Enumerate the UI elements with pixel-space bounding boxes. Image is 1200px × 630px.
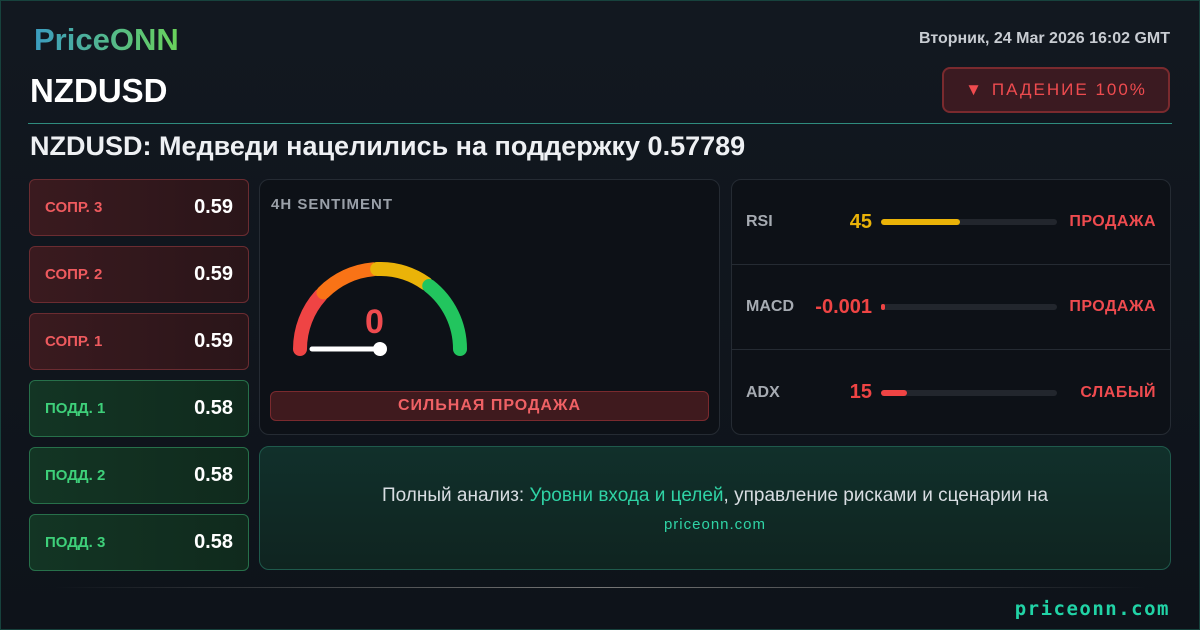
indicator-bar — [881, 389, 1057, 396]
level-value: 0.58 — [194, 531, 233, 553]
gauge-segment-red — [293, 288, 328, 356]
indicator-value: -0.001 — [815, 295, 872, 318]
sentiment-gauge — [293, 262, 467, 356]
indicator-bar-fill — [881, 219, 961, 225]
indicator-signal: ПРОДАЖА — [1069, 298, 1156, 315]
indicators-panel: RSI 45 ПРОДАЖА MACD -0.001 ПРОДАЖА ADX 15 … — [731, 179, 1171, 435]
cta-text: Полный анализ: Уровни входа и целей, упр… — [381, 485, 1049, 506]
level-support-row: ПОДД. 3 0.58 — [29, 514, 249, 571]
level-value: 0.59 — [194, 263, 233, 285]
footer-url[interactable]: priceonn.com — [1014, 598, 1170, 620]
divider — [28, 123, 1172, 124]
gauge-segment-yellow — [370, 262, 433, 291]
cta-url[interactable]: priceonn.com — [663, 516, 767, 533]
indicator-name: MACD — [746, 298, 794, 315]
indicator-bar-fill — [881, 389, 908, 396]
gauge-segment-green — [422, 278, 467, 356]
cta-banner[interactable]: Полный анализ: Уровни входа и целей, упр… — [259, 446, 1171, 570]
indicator-bar — [881, 304, 1057, 310]
trend-badge: ▼ ПАДЕНИЕ 100% — [942, 67, 1170, 113]
level-value: 0.59 — [194, 330, 233, 352]
level-value: 0.58 — [194, 397, 233, 419]
indicator-signal: СЛАБЫЙ — [1080, 383, 1156, 401]
level-value: 0.59 — [194, 196, 233, 218]
level-support-row: ПОДД. 1 0.58 — [29, 380, 249, 437]
sentiment-label: СИЛЬНАЯ ПРОДАЖА — [270, 391, 709, 421]
sentiment-value: 0 — [365, 303, 384, 341]
indicator-value: 15 — [849, 381, 872, 403]
level-resistance-row: СОПР. 2 0.59 — [29, 246, 249, 303]
sentiment-title: 4H SENTIMENT — [271, 196, 394, 213]
level-label: ПОДД. 3 — [45, 534, 106, 551]
level-label: СОПР. 2 — [45, 266, 103, 283]
level-label: СОПР. 3 — [45, 199, 103, 216]
indicator-row-rsi: RSI 45 ПРОДАЖА — [732, 180, 1170, 265]
indicator-row-adx: ADX 15 СЛАБЫЙ — [732, 350, 1170, 435]
trend-label: ПАДЕНИЕ 100% — [991, 80, 1147, 99]
level-label: ПОДД. 2 — [45, 467, 106, 484]
level-resistance-row: СОПР. 1 0.59 — [29, 313, 249, 370]
indicator-signal: ПРОДАЖА — [1069, 213, 1156, 230]
cta-link[interactable]: Уровни входа и целей — [529, 485, 724, 506]
level-value: 0.58 — [194, 464, 233, 486]
headline: NZDUSD: Медведи нацелились на поддержку … — [30, 131, 746, 161]
date-time: Вторник, 24 Mar 2026 16:02 GMT — [918, 30, 1170, 47]
level-label: СОПР. 1 — [45, 333, 103, 350]
logo: PriceONN — [34, 22, 179, 57]
level-support-row: ПОДД. 2 0.58 — [29, 447, 249, 504]
gauge-pivot — [373, 342, 387, 356]
footer-divider — [55, 587, 1145, 588]
symbol-title: NZDUSD — [30, 72, 168, 109]
level-resistance-row: СОПР. 3 0.59 — [29, 179, 249, 236]
indicator-name: RSI — [746, 213, 773, 230]
indicator-bar — [881, 219, 1057, 225]
gauge-segment-orange — [316, 262, 381, 300]
level-label: ПОДД. 1 — [45, 400, 106, 417]
indicator-bar-fill — [881, 304, 885, 310]
indicator-name: ADX — [746, 383, 780, 401]
indicator-value: 45 — [849, 210, 872, 233]
sentiment-panel: 4H SENTIMENT 0 СИЛЬНАЯ ПРОДАЖА — [259, 179, 720, 435]
triangle-down-icon: ▼ — [965, 80, 984, 99]
indicator-row-macd: MACD -0.001 ПРОДАЖА — [732, 265, 1170, 350]
